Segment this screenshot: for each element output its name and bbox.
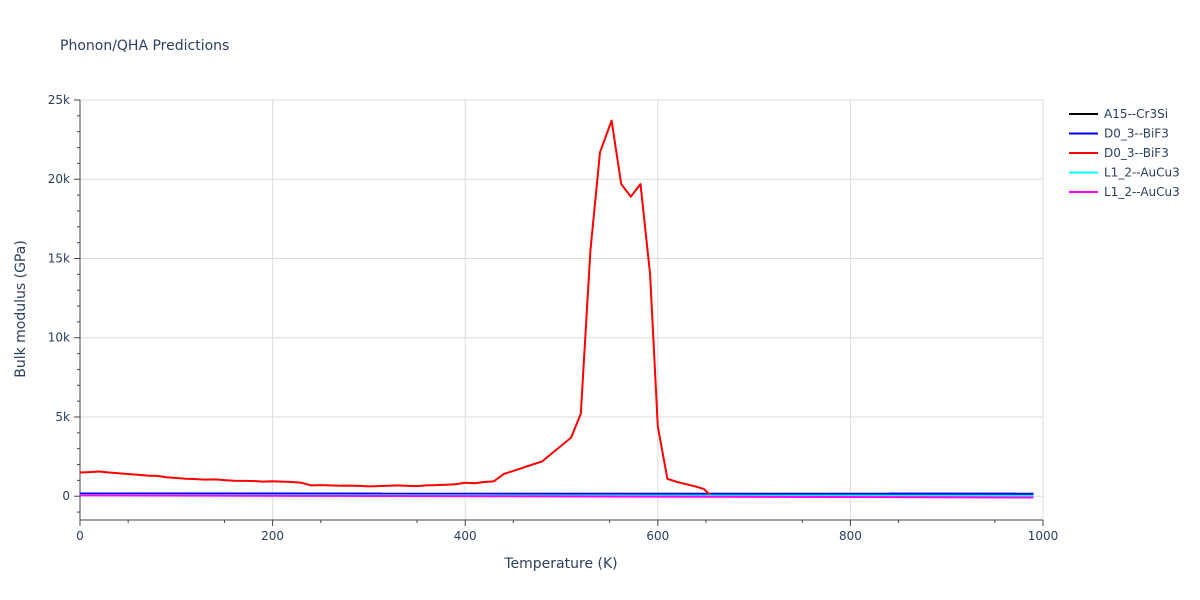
legend-label: D0_3--BiF3 [1104, 146, 1169, 160]
series-line-2 [79, 119, 713, 497]
y-tick-label: 5k [55, 410, 70, 424]
legend-item-3[interactable]: L1_2--AuCu3 [1069, 166, 1180, 180]
legend-label: L1_2--AuCu3 [1104, 166, 1180, 180]
y-tick-label: 15k [48, 251, 70, 265]
y-axis-title: Bulk modulus (GPa) [13, 240, 29, 378]
series-layer [79, 119, 1034, 499]
legend-item-4[interactable]: L1_2--AuCu3 [1069, 185, 1180, 199]
x-tick-label: 800 [839, 529, 862, 543]
legend-label: A15--Cr3Si [1104, 107, 1168, 121]
axes-layer: 0 200 400 600 800 1000 0 5k 10k 15k 20k 25k [48, 93, 1058, 543]
x-tick-label: 0 [76, 529, 84, 543]
legend[interactable]: A15--Cr3Si D0_3--BiF3 D0_3--BiF3 L1_2--AuCu… [1069, 107, 1180, 199]
x-tick-label: 200 [261, 529, 284, 543]
legend-label: L1_2--AuCu3 [1104, 185, 1180, 199]
x-axis-title: Temperature (K) [503, 556, 617, 572]
legend-label: D0_3--BiF3 [1104, 127, 1169, 141]
y-tick-label: 10k [48, 331, 70, 345]
chart-title: Phonon/QHA Predictions [60, 38, 229, 54]
legend-item-1[interactable]: D0_3--BiF3 [1069, 127, 1169, 141]
y-tick-label: 20k [48, 172, 70, 186]
x-tick-label: 600 [646, 529, 669, 543]
x-tick-label: 400 [454, 529, 477, 543]
x-tick-label: 1000 [1028, 529, 1059, 543]
series-line-4 [79, 494, 1034, 499]
grid-layer [80, 99, 1044, 520]
legend-item-2[interactable]: D0_3--BiF3 [1069, 146, 1169, 160]
y-tick-label: 25k [48, 93, 70, 107]
y-tick-label: 0 [62, 489, 70, 503]
legend-item-0[interactable]: A15--Cr3Si [1069, 107, 1168, 121]
